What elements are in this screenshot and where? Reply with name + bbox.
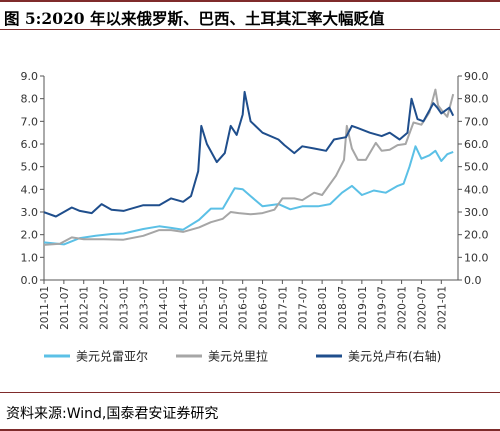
left-tick-label: 7.0 bbox=[21, 115, 39, 128]
right-tick-label: 10.0 bbox=[464, 251, 489, 264]
left-tick-label: 3.0 bbox=[21, 206, 39, 219]
legend-label-3: 美元兑卢布(右轴) bbox=[348, 349, 441, 364]
figure-source: 资料来源:Wind,国泰君安证券研究 bbox=[6, 406, 219, 422]
series-line-2 bbox=[43, 88, 455, 246]
right-tick-label: 50.0 bbox=[464, 161, 489, 174]
legend-label-1: 美元兑雷亚尔 bbox=[76, 349, 148, 364]
right-tick-label: 70.0 bbox=[464, 115, 489, 128]
x-tick-label: 2011-07 bbox=[59, 286, 71, 330]
x-tick-label: 2013-07 bbox=[138, 286, 150, 330]
right-tick-label: 40.0 bbox=[464, 183, 489, 196]
left-tick-label: 5.0 bbox=[21, 161, 39, 174]
chart-axes: 0.0 1.0 2.0 3.0 4.0 5.0 6.0 7.0 8.0 9.0 0.0 10.0 20.… bbox=[21, 70, 489, 330]
x-tick-label: 2020-01 bbox=[397, 286, 409, 330]
left-tick-label: 8.0 bbox=[21, 93, 39, 106]
right-tick-label: 60.0 bbox=[464, 138, 489, 151]
figure-title: 图 5:2020 年以来俄罗斯、巴西、土耳其汇率大幅贬值 bbox=[4, 9, 385, 28]
legend-label-2: 美元兑里拉 bbox=[208, 349, 268, 364]
x-tick-label: 2015-07 bbox=[218, 286, 230, 330]
x-tick-label: 2020-07 bbox=[416, 286, 428, 330]
left-tick-label: 1.0 bbox=[21, 251, 39, 264]
title-bar: 图 5:2020 年以来俄罗斯、巴西、土耳其汇率大幅贬值 bbox=[0, 0, 500, 30]
x-tick-label: 2021-01 bbox=[436, 286, 448, 330]
left-tick-label: 4.0 bbox=[21, 183, 39, 196]
x-tick-label: 2014-07 bbox=[178, 286, 190, 330]
chart-series bbox=[43, 88, 455, 246]
left-tick-label: 2.0 bbox=[21, 229, 39, 242]
x-tick-label: 2013-01 bbox=[118, 286, 130, 330]
right-tick-label: 30.0 bbox=[464, 206, 489, 219]
right-tick-label: 20.0 bbox=[464, 229, 489, 242]
x-tick-label: 2016-07 bbox=[258, 286, 270, 330]
left-tick-label: 9.0 bbox=[21, 70, 39, 83]
x-tick-label: 2017-07 bbox=[297, 286, 309, 330]
x-tick-label: 2015-01 bbox=[198, 286, 210, 330]
series-line-3 bbox=[43, 90, 455, 218]
x-tick-label: 2016-01 bbox=[238, 286, 250, 330]
series-line-1 bbox=[43, 145, 454, 246]
left-tick-label: 0.0 bbox=[21, 274, 39, 287]
x-tick-label: 2017-01 bbox=[277, 286, 289, 330]
x-tick-label: 2018-01 bbox=[317, 286, 329, 330]
right-tick-label: 0.0 bbox=[464, 274, 482, 287]
left-tick-label: 6.0 bbox=[21, 138, 39, 151]
x-tick-label: 2012-01 bbox=[79, 286, 91, 330]
line-chart: 0.0 1.0 2.0 3.0 4.0 5.0 6.0 7.0 8.0 9.0 0.0 10.0 20.… bbox=[21, 70, 489, 364]
source-bar: 资料来源:Wind,国泰君安证券研究 bbox=[0, 392, 500, 431]
x-tick-label: 2019-07 bbox=[377, 286, 389, 330]
right-tick-label: 90.0 bbox=[464, 70, 489, 83]
right-tick-label: 80.0 bbox=[464, 93, 489, 106]
x-tick-label: 2019-01 bbox=[357, 286, 369, 330]
x-tick-label: 2011-01 bbox=[39, 286, 51, 330]
x-tick-label: 2014-01 bbox=[158, 286, 170, 330]
x-tick-label: 2018-07 bbox=[337, 286, 349, 330]
chart-legend: 美元兑雷亚尔 美元兑里拉 美元兑卢布(右轴) bbox=[44, 349, 441, 364]
x-tick-label: 2012-07 bbox=[99, 286, 111, 330]
